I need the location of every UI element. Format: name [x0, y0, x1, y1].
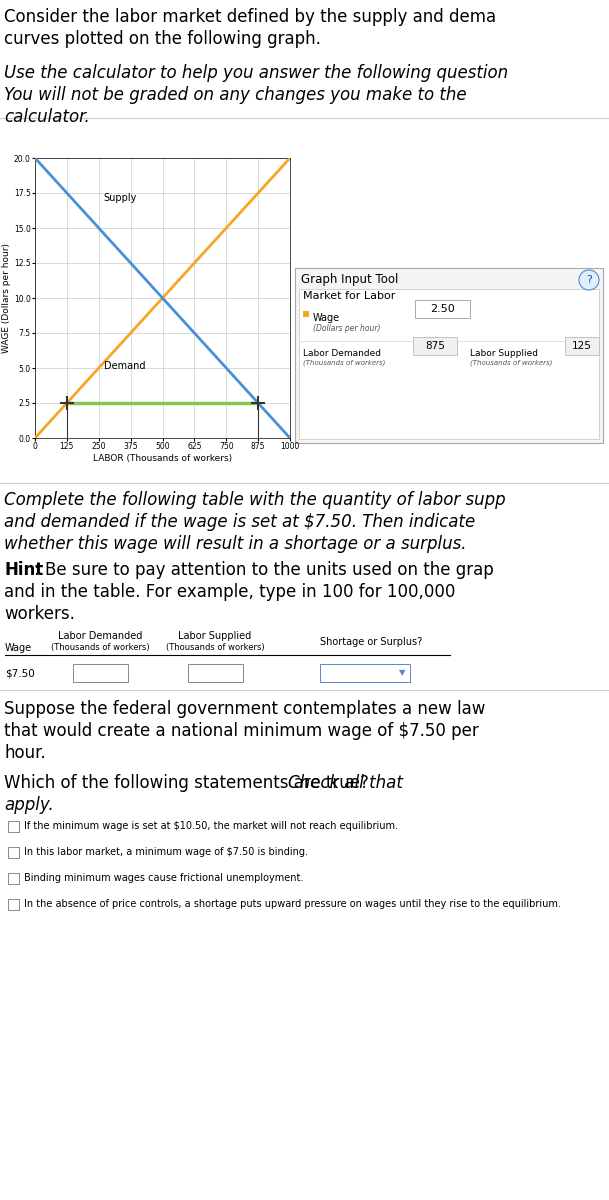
Text: that would create a national minimum wage of $7.50 per: that would create a national minimum wag…: [4, 722, 479, 740]
FancyBboxPatch shape: [415, 300, 470, 318]
Text: 875: 875: [425, 341, 445, 350]
Text: Which of the following statements are true?: Which of the following statements are tr…: [4, 774, 369, 792]
Text: Demand: Demand: [104, 361, 146, 371]
Text: ▼: ▼: [399, 668, 405, 678]
Text: and demanded if the wage is set at $7.50. Then indicate: and demanded if the wage is set at $7.50…: [4, 514, 475, 530]
FancyBboxPatch shape: [72, 664, 127, 682]
Text: Hint: Hint: [4, 560, 43, 578]
Text: In this labor market, a minimum wage of $7.50 is binding.: In this labor market, a minimum wage of …: [24, 847, 308, 857]
Text: apply.: apply.: [4, 796, 54, 814]
Text: (Dollars per hour): (Dollars per hour): [313, 324, 381, 332]
FancyBboxPatch shape: [8, 821, 19, 832]
Text: You will not be graded on any changes you make to the: You will not be graded on any changes yo…: [4, 86, 466, 104]
Text: Binding minimum wages cause frictional unemployment.: Binding minimum wages cause frictional u…: [24, 874, 303, 883]
Text: Wage: Wage: [5, 643, 32, 653]
X-axis label: LABOR (Thousands of workers): LABOR (Thousands of workers): [93, 454, 232, 463]
Circle shape: [579, 270, 599, 290]
FancyBboxPatch shape: [8, 874, 19, 884]
Text: Suppose the federal government contemplates a new law: Suppose the federal government contempla…: [4, 700, 485, 718]
FancyBboxPatch shape: [413, 337, 457, 355]
Text: If the minimum wage is set at $10.50, the market will not reach equilibrium.: If the minimum wage is set at $10.50, th…: [24, 821, 398, 830]
Text: hour.: hour.: [4, 744, 46, 762]
Text: Consider the labor market defined by the supply and dema: Consider the labor market defined by the…: [4, 8, 496, 26]
Text: and in the table. For example, type in 100 for 100,000: and in the table. For example, type in 1…: [4, 583, 456, 601]
Text: Market for Labor: Market for Labor: [303, 290, 395, 301]
Text: 125: 125: [572, 341, 592, 350]
FancyBboxPatch shape: [8, 847, 19, 858]
Text: ?: ?: [586, 275, 592, 284]
FancyBboxPatch shape: [565, 337, 599, 355]
Y-axis label: WAGE (Dollars per hour): WAGE (Dollars per hour): [2, 242, 11, 353]
Text: Use the calculator to help you answer the following question: Use the calculator to help you answer th…: [4, 64, 508, 82]
Text: Graph Input Tool: Graph Input Tool: [301, 272, 398, 286]
FancyBboxPatch shape: [303, 311, 309, 317]
Text: whether this wage will result in a shortage or a surplus.: whether this wage will result in a short…: [4, 535, 466, 553]
Text: (Thousands of workers): (Thousands of workers): [51, 643, 149, 652]
Text: Supply: Supply: [104, 193, 137, 203]
Text: In the absence of price controls, a shortage puts upward pressure on wages until: In the absence of price controls, a shor…: [24, 899, 561, 910]
Text: 2.50: 2.50: [430, 304, 455, 314]
Text: (Thousands of workers): (Thousands of workers): [470, 360, 552, 366]
Text: $7.50: $7.50: [5, 668, 35, 678]
Text: Labor Supplied: Labor Supplied: [470, 349, 538, 358]
Text: Labor Demanded: Labor Demanded: [58, 631, 142, 641]
FancyBboxPatch shape: [188, 664, 242, 682]
Text: workers.: workers.: [4, 605, 75, 623]
FancyBboxPatch shape: [295, 268, 603, 443]
Text: Labor Supplied: Labor Supplied: [178, 631, 252, 641]
Text: Shortage or Surplus?: Shortage or Surplus?: [320, 637, 422, 647]
Text: : Be sure to pay attention to the units used on the grap: : Be sure to pay attention to the units …: [34, 560, 494, 578]
Text: (Thousands of workers): (Thousands of workers): [303, 360, 385, 366]
Text: Labor Demanded: Labor Demanded: [303, 349, 381, 358]
Text: curves plotted on the following graph.: curves plotted on the following graph.: [4, 30, 321, 48]
Text: Wage: Wage: [313, 313, 340, 323]
FancyBboxPatch shape: [299, 289, 599, 439]
Text: calculator.: calculator.: [4, 108, 90, 126]
FancyBboxPatch shape: [320, 664, 410, 682]
Text: Complete the following table with the quantity of labor supp: Complete the following table with the qu…: [4, 491, 505, 509]
FancyBboxPatch shape: [8, 899, 19, 910]
Text: (Thousands of workers): (Thousands of workers): [166, 643, 264, 652]
Text: Check all that: Check all that: [288, 774, 403, 792]
